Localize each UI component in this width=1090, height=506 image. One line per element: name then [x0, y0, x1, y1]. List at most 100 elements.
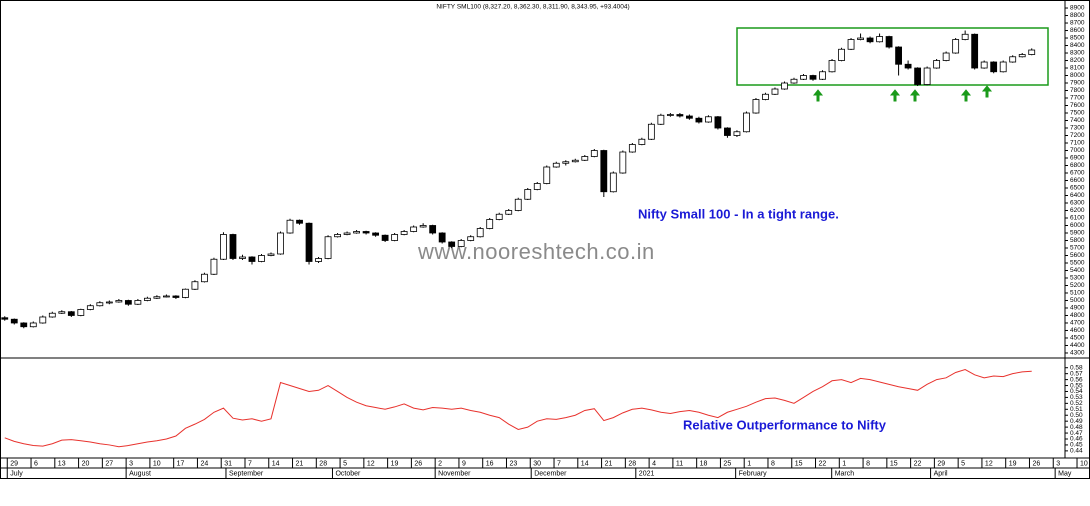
candle-body	[372, 232, 380, 236]
candle-body	[143, 297, 151, 301]
candle-body	[857, 37, 864, 40]
month-label: July	[10, 470, 23, 477]
y-tick-label: 0.47	[1070, 430, 1083, 437]
y-tick-label: 0.50	[1070, 412, 1083, 419]
month-label: November	[438, 470, 471, 477]
month-label: December	[534, 470, 567, 477]
candle-body	[999, 61, 1007, 73]
candle-body	[628, 144, 636, 153]
candle-body	[201, 273, 208, 283]
candle-body	[77, 309, 85, 316]
y-tick-label: 5600	[1070, 252, 1085, 259]
candle-body	[67, 311, 75, 316]
candle-body	[657, 114, 665, 125]
candle-body	[495, 213, 503, 220]
x-tick-label: 22	[819, 460, 827, 467]
x-tick-label: 10	[153, 460, 161, 467]
candle-body	[990, 61, 998, 73]
candle-body	[638, 138, 646, 145]
chart-title: NIFTY SML100 (8,327.20, 8,362.30, 8,311.…	[436, 4, 629, 11]
candle-body	[828, 60, 836, 73]
y-tick-label: 5400	[1070, 267, 1085, 274]
candle-body	[58, 311, 66, 314]
y-tick-label: 0.45	[1070, 442, 1083, 449]
candle-body	[819, 71, 826, 80]
candle-body	[296, 219, 303, 224]
x-tick-label: 2	[438, 460, 442, 467]
candle-body	[362, 231, 370, 234]
candle-body	[914, 67, 922, 85]
candle-body	[210, 258, 218, 275]
x-tick-label: 28	[319, 460, 327, 467]
candle-body	[163, 295, 170, 298]
candle-body	[457, 240, 465, 247]
y-tick-label: 8800	[1070, 12, 1085, 19]
y-tick-label: 7500	[1070, 110, 1085, 117]
arrow	[981, 85, 993, 98]
y-tick-label: 0.56	[1070, 376, 1083, 383]
x-tick-label: 30	[533, 460, 541, 467]
month-label: October	[335, 470, 361, 477]
x-tick-label: 13	[58, 460, 66, 467]
candle-body	[705, 116, 712, 123]
x-tick-label: 26	[1032, 460, 1040, 467]
x-tick-label: 16	[486, 460, 494, 467]
candle-body	[800, 75, 807, 80]
candle-body	[781, 82, 788, 90]
y-tick-label: 6000	[1070, 222, 1085, 229]
candle-body	[790, 78, 798, 84]
y-tick-label: 8500	[1070, 35, 1085, 42]
y-tick-label: 7700	[1070, 95, 1085, 102]
x-tick-label: 21	[605, 460, 613, 467]
x-tick-label: 5	[343, 460, 347, 467]
month-label: March	[835, 470, 855, 477]
y-tick-label: 6800	[1070, 162, 1085, 169]
y-tick-label: 0.53	[1070, 394, 1083, 401]
y-tick-label: 4800	[1070, 312, 1085, 319]
y-tick-label: 0.48	[1070, 424, 1083, 431]
candle-body	[885, 36, 893, 48]
y-tick-label: 8400	[1070, 42, 1085, 49]
x-tick-label: 7	[557, 460, 561, 467]
y-tick-label: 6100	[1070, 215, 1085, 222]
candle-body	[105, 301, 113, 304]
y-tick-label: 6500	[1070, 185, 1085, 192]
candle-body	[315, 258, 322, 262]
y-tick-label: 0.54	[1070, 388, 1083, 395]
candle-body	[124, 300, 132, 305]
candle-body	[904, 63, 912, 69]
ratio-line	[4, 368, 1032, 448]
y-tick-label: 5800	[1070, 237, 1085, 244]
candle-body	[771, 88, 779, 95]
candle-body	[86, 305, 94, 310]
candle-body	[391, 234, 399, 241]
candle-body	[343, 232, 351, 235]
y-tick-label: 5000	[1070, 297, 1085, 304]
range-box	[736, 27, 1049, 86]
y-tick-label: 0.55	[1070, 382, 1083, 389]
candle-body	[448, 241, 456, 247]
y-tick-label: 0.57	[1070, 370, 1083, 377]
candle-body	[552, 162, 560, 168]
month-label: September	[229, 470, 264, 477]
candle-body	[248, 256, 256, 262]
candle-body	[590, 150, 598, 157]
candle-body	[876, 36, 883, 43]
y-tick-label: 6200	[1070, 207, 1085, 214]
candle-body	[895, 46, 902, 65]
x-tick-label: 20	[82, 460, 90, 467]
month-label: April	[934, 470, 948, 477]
candle-body	[980, 61, 988, 69]
y-tick-label: 4300	[1070, 350, 1085, 357]
x-tick-label: 1	[747, 460, 751, 467]
x-tick-label: 19	[391, 460, 399, 467]
arrow	[909, 89, 921, 102]
candle-body	[752, 99, 760, 114]
y-tick-label: 4700	[1070, 320, 1085, 327]
candle-body	[324, 236, 332, 259]
y-tick-label: 0.51	[1070, 406, 1083, 413]
y-tick-label: 4500	[1070, 335, 1085, 342]
x-tick-label: 8	[771, 460, 775, 467]
y-tick-label: 5300	[1070, 275, 1085, 282]
